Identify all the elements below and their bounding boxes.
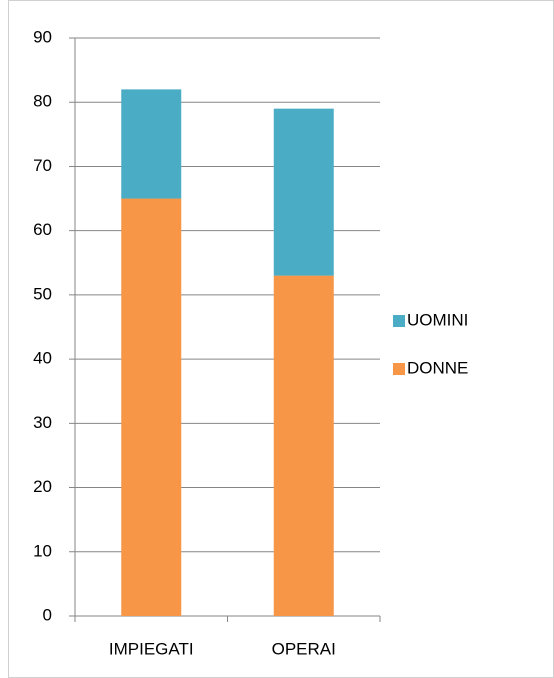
bar-segment [273, 275, 334, 616]
x-tick-label: IMPIEGATI [109, 639, 194, 658]
y-tick-label: 80 [33, 92, 52, 111]
bar-segment [121, 89, 182, 199]
legend-swatch [393, 315, 405, 327]
y-tick-label: 50 [33, 284, 52, 303]
legend-swatch [393, 363, 405, 375]
y-tick-label: 20 [33, 477, 52, 496]
y-tick-label: 10 [33, 541, 52, 560]
legend-label: DONNE [407, 358, 468, 377]
y-tick-label: 90 [33, 27, 52, 46]
bar-segment [273, 108, 334, 276]
x-tick-label: OPERAI [272, 639, 336, 658]
bar-segment [121, 198, 182, 617]
y-tick-label: 60 [33, 220, 52, 239]
y-tick-label: 40 [33, 349, 52, 368]
legend-label: UOMINI [407, 310, 468, 329]
y-tick-label: 70 [33, 156, 52, 175]
y-tick-label: 30 [33, 413, 52, 432]
y-tick-label: 0 [43, 605, 52, 624]
